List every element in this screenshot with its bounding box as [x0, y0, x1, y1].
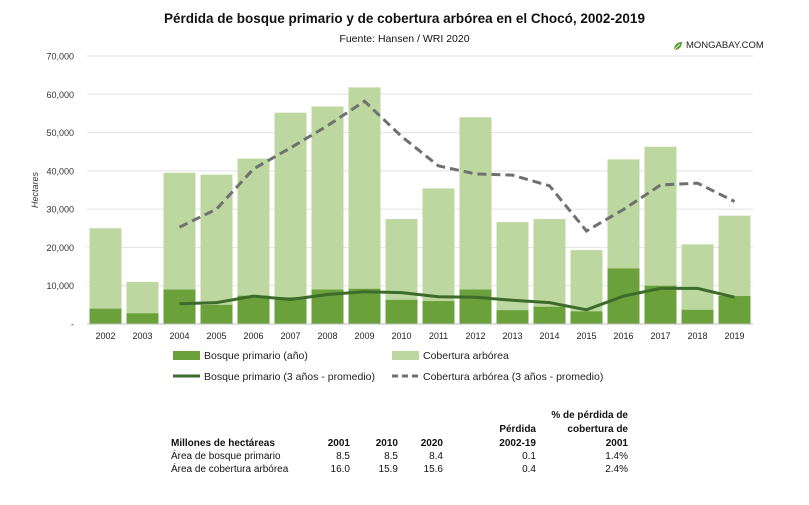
y-tick-label: 40,000 — [46, 166, 74, 176]
x-tick-label: 2002 — [95, 331, 115, 341]
y-tick-label: 60,000 — [46, 90, 74, 100]
bar-bosque-primario — [718, 296, 751, 324]
x-tick-label: 2013 — [502, 331, 522, 341]
stats-col-2010: 2010 — [375, 438, 398, 449]
bar-bosque-primario — [385, 299, 418, 324]
y-tick-label: 30,000 — [46, 205, 74, 215]
bar-cobertura — [274, 112, 307, 324]
bar-bosque-primario — [274, 297, 307, 324]
stats-header-label: Millones de hectáreas — [171, 438, 275, 449]
bar-bosque-primario — [163, 289, 196, 324]
bar-bosque-primario — [681, 309, 714, 324]
mongabay-brand: MONGABAY.COM — [673, 40, 764, 51]
legend-label-line-cobertura: Cobertura arbórea (3 años - promedio) — [423, 371, 603, 383]
chart-subtitle: Fuente: Hansen / WRI 2020 — [339, 33, 470, 45]
stats-row-label: Área de cobertura arbórea — [171, 464, 289, 475]
x-tick-label: 2007 — [280, 331, 300, 341]
stats-cell: 16.0 — [330, 464, 350, 475]
chart-title: Pérdida de bosque primario y de cobertur… — [164, 11, 645, 26]
y-tick-label: - — [71, 320, 74, 330]
x-tick-label: 2005 — [206, 331, 226, 341]
bar-bosque-primario — [459, 289, 492, 324]
stats-cell: 8.5 — [336, 451, 350, 462]
legend-label-bosque-primario: Bosque primario (año) — [204, 350, 308, 362]
stats-pct-header-2: cobertura de — [567, 424, 628, 435]
y-tick-label: 70,000 — [46, 52, 74, 62]
x-tick-label: 2010 — [391, 331, 411, 341]
bar-bosque-primario — [496, 310, 529, 324]
bar-bosque-primario — [422, 301, 455, 324]
bar-cobertura — [311, 106, 344, 324]
bar-cobertura — [200, 174, 233, 324]
y-tick-label: 20,000 — [46, 243, 74, 253]
stats-pct-header-3: 2001 — [605, 438, 628, 449]
bar-bosque-primario — [348, 288, 381, 324]
bar-cobertura — [348, 87, 381, 324]
legend-label-line-primario: Bosque primario (3 años - promedio) — [204, 371, 375, 383]
bar-bosque-primario — [89, 308, 122, 324]
x-tick-label: 2006 — [243, 331, 263, 341]
stats-col-2020: 2020 — [420, 438, 443, 449]
stats-col-2001: 2001 — [327, 438, 350, 449]
x-tick-label: 2015 — [576, 331, 596, 341]
bar-bosque-primario — [237, 295, 270, 324]
legend-label-cobertura: Cobertura arbórea — [423, 350, 509, 362]
x-tick-label: 2008 — [317, 331, 337, 341]
stats-cell: 0.1 — [522, 451, 536, 462]
y-axis-label: Hectares — [30, 171, 40, 208]
legend-swatch-cobertura — [392, 351, 419, 360]
x-tick-label: 2012 — [465, 331, 485, 341]
y-tick-label: 10,000 — [46, 281, 74, 291]
x-tick-label: 2011 — [429, 331, 448, 341]
line-bosque-primario-promedio — [179, 286, 735, 312]
stats-cell: 8.4 — [429, 451, 443, 462]
y-tick-label: 50,000 — [46, 128, 74, 138]
x-tick-label: 2017 — [650, 331, 670, 341]
x-tick-label: 2016 — [613, 331, 633, 341]
x-tick-label: 2014 — [539, 331, 559, 341]
stats-row-label: Área de bosque primario — [171, 451, 281, 462]
bar-cobertura — [496, 222, 529, 324]
leaf-logo-icon — [673, 41, 682, 50]
stats-loss-header-1: Pérdida — [499, 424, 536, 435]
chart-area: - 10,000 20,000 30,000 40,000 50,000 60,000 70,… — [30, 52, 753, 383]
bar-bosque-primario — [200, 304, 233, 324]
brand-label: MONGABAY.COM — [686, 40, 764, 51]
x-tick-label: 2004 — [169, 331, 189, 341]
bar-bosque-primario — [570, 311, 603, 324]
bar-cobertura — [89, 228, 122, 324]
x-tick-label: 2018 — [687, 331, 707, 341]
bar-bosque-primario — [126, 313, 159, 324]
legend-swatch-bosque-primario — [173, 351, 200, 360]
x-tick-label: 2003 — [132, 331, 152, 341]
stats-cell: 8.5 — [384, 451, 398, 462]
x-tick-label: 2009 — [354, 331, 374, 341]
bar-cobertura — [533, 219, 566, 324]
line-cobertura-promedio — [178, 99, 736, 233]
stats-loss-header-2: 2002-19 — [499, 438, 536, 449]
stats-cell: 15.9 — [378, 464, 398, 475]
x-tick-label: 2019 — [724, 331, 744, 341]
stats-cell: 1.4% — [605, 451, 628, 462]
stats-pct-header-1: % de pérdida de — [551, 410, 628, 421]
stats-cell: 2.4% — [605, 464, 628, 475]
stats-cell: 0.4 — [522, 464, 536, 475]
stats-cell: 15.6 — [423, 464, 443, 475]
bar-bosque-primario — [533, 306, 566, 324]
